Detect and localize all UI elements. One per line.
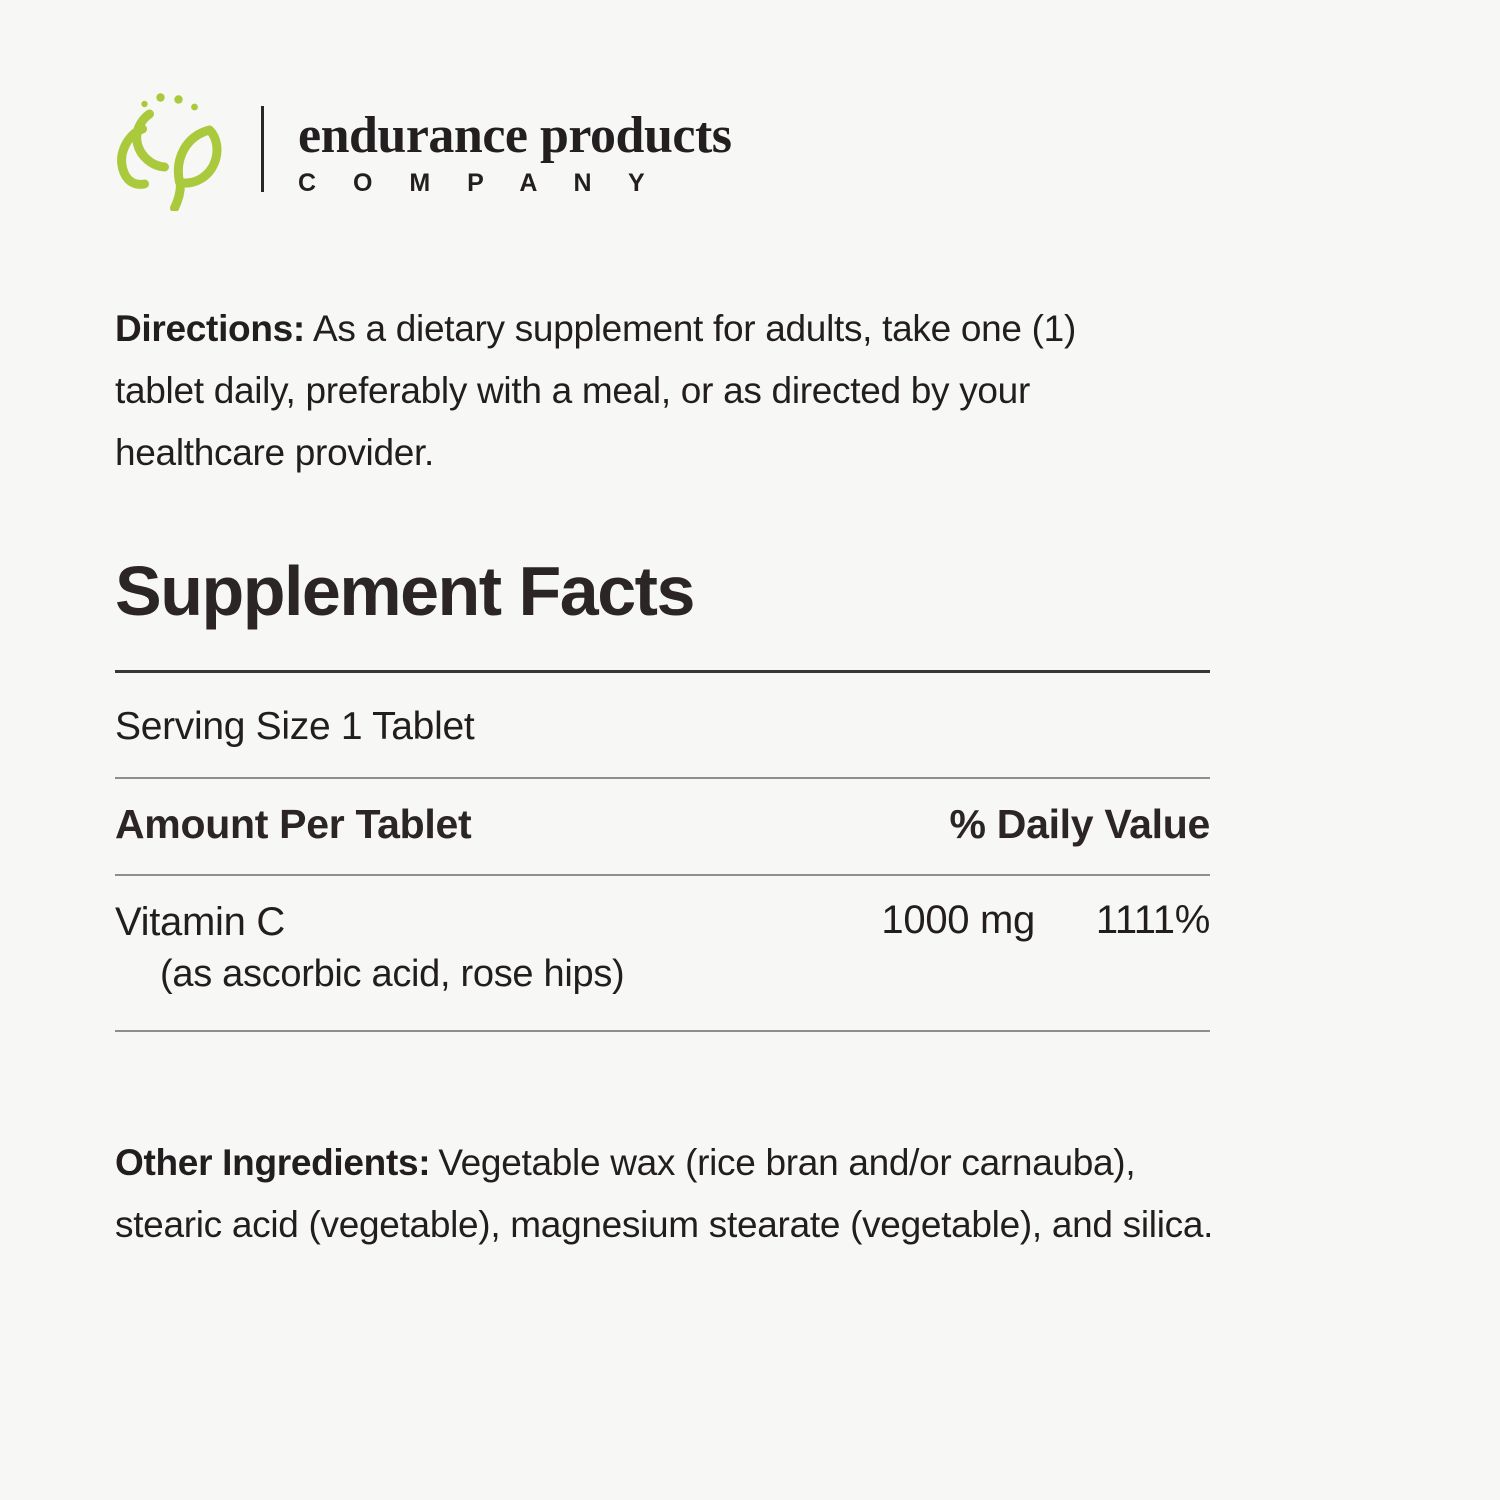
plant-sprout-logo-icon bbox=[117, 93, 222, 211]
nutrient-detail: (as ascorbic acid, rose hips) bbox=[160, 953, 625, 995]
nutrient-name: Vitamin C (as ascorbic acid, rose hips) bbox=[115, 898, 815, 998]
directions-text: As a dietary supplement for adults, take… bbox=[115, 308, 1076, 473]
directions-label: Directions: bbox=[115, 308, 305, 349]
nutrient-name-text: Vitamin C bbox=[115, 900, 285, 944]
directions-paragraph: Directions: As a dietary supplement for a… bbox=[115, 298, 1150, 484]
other-ingredients-paragraph: Other Ingredients: Vegetable wax (rice br… bbox=[115, 1132, 1215, 1256]
table-row-vitamin-c: Vitamin C (as ascorbic acid, rose hips) … bbox=[115, 898, 1210, 998]
other-ingredients-label: Other Ingredients: bbox=[115, 1142, 431, 1183]
facts-table-header: Amount Per Tablet % Daily Value bbox=[115, 801, 1210, 848]
serving-size: Serving Size 1 Tablet bbox=[115, 705, 475, 748]
daily-value-header: % Daily Value bbox=[949, 801, 1211, 847]
nutrient-amount: 1000 mg bbox=[881, 898, 1035, 942]
divider bbox=[115, 777, 1210, 779]
other-ingredients-text: Vegetable wax (rice bran and/or carnauba… bbox=[115, 1142, 1214, 1245]
divider bbox=[115, 874, 1210, 876]
brand-logo: endurance products C O M P A N Y bbox=[115, 88, 1210, 216]
logo-text: endurance products C O M P A N Y bbox=[298, 108, 732, 198]
nutrient-daily-value: 1111% bbox=[1095, 898, 1210, 942]
amount-per-tablet-header: Amount Per Tablet bbox=[115, 801, 472, 847]
divider-heavy bbox=[115, 670, 1210, 673]
divider bbox=[115, 1030, 1210, 1032]
brand-subtitle: C O M P A N Y bbox=[298, 169, 660, 197]
logo-divider bbox=[261, 106, 264, 192]
brand-name: endurance products bbox=[298, 107, 732, 164]
supplement-facts-title: Supplement Facts bbox=[115, 552, 695, 630]
